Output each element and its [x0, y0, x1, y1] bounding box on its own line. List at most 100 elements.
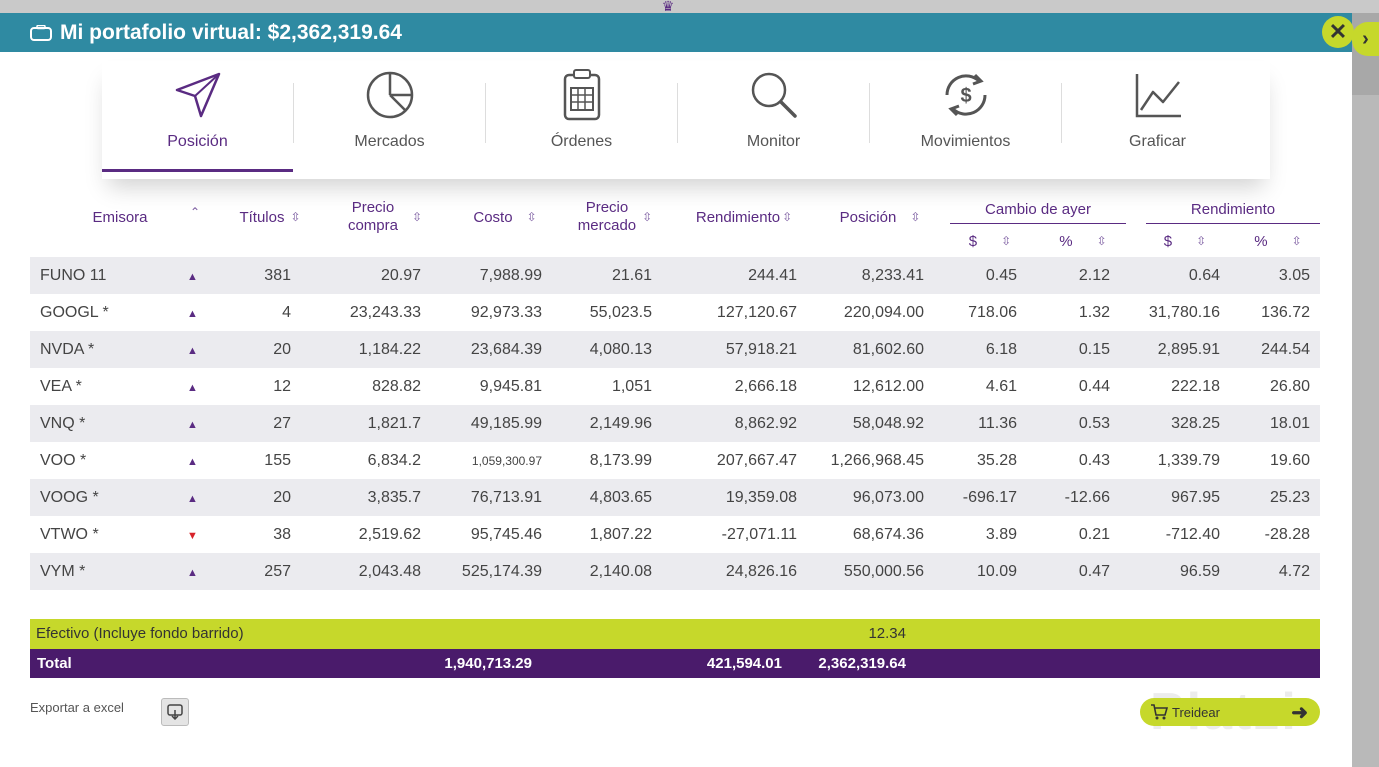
trend-up-icon: ▲	[187, 307, 198, 320]
table-row[interactable]: VEA * ▲ 12 828.82 9,945.81 1,051 2,666.18 12,61…	[30, 368, 1320, 405]
tab-divider	[293, 83, 294, 143]
table-row[interactable]: VOO * ▲ 155 6,834.2 1,059,300.97 8,173.99 207,…	[30, 442, 1320, 479]
close-button[interactable]: ✕	[1322, 16, 1354, 48]
sort-icon: ⇳	[1096, 234, 1107, 248]
col-rend-pct[interactable]: % ⇳	[1254, 232, 1302, 250]
cell-emisora: VEA *	[40, 377, 82, 395]
cell-rendimiento: 244.41	[662, 257, 807, 294]
cell-emisora: FUNO 11	[30, 257, 170, 294]
cell-titulos: 155	[264, 451, 291, 469]
cell-titulos: 20	[215, 479, 301, 516]
tab-divider	[1061, 83, 1062, 143]
col-precio-compra[interactable]: Precio compra ⇳	[347, 199, 423, 234]
cell-titulos: 12	[273, 377, 291, 395]
side-expand-button[interactable]: ›	[1352, 22, 1379, 56]
trend-up-icon: ▲	[187, 455, 198, 468]
col-rend-usd[interactable]: $ ⇳	[1163, 232, 1207, 250]
cell-cambio-usd: 10.09	[934, 553, 1027, 590]
modal-title-text: Mi portafolio virtual: $2,362,319.64	[60, 21, 402, 44]
magnifier-icon	[678, 67, 869, 123]
download-icon	[167, 704, 183, 720]
cell-precio-compra: 20.97	[301, 257, 431, 294]
cell-titulos: 257	[215, 553, 301, 590]
tab-label: Graficar	[1129, 133, 1186, 150]
table-header: Emisora ⌃ Títulos ⇳ Precio compra ⇳ Costo ⇳ …	[30, 185, 1320, 250]
tab-graficar[interactable]: Graficar	[1062, 61, 1253, 171]
cell-cambio-usd: 718.06	[968, 303, 1017, 321]
col-cambio-usd[interactable]: $ ⇳	[968, 232, 1012, 250]
tab-mercados[interactable]: Mercados	[294, 61, 485, 171]
cell-rendimiento: 57,918.21	[662, 331, 807, 368]
group-underline	[1146, 223, 1320, 224]
cell-costo: 525,174.39	[431, 553, 552, 590]
col-rendimiento[interactable]: Rendimiento ⇳	[695, 208, 793, 226]
tab-posicion[interactable]: Posición	[102, 61, 293, 172]
cell-titulos: 27	[215, 405, 301, 442]
cell-costo: 23,684.39	[431, 331, 552, 368]
cell-precio-compra: 2,519.62	[358, 525, 421, 543]
cell-titulos: 38	[273, 525, 291, 543]
cell-posicion: 58,048.92	[807, 405, 934, 442]
tab-bar: Posición Mercados Órdenes	[102, 61, 1270, 179]
cell-emisora: VOO *	[40, 451, 87, 469]
cell-rend-usd: -712.40	[1165, 525, 1220, 543]
table-row[interactable]: VTWO * ▼ 38 2,519.62 95,745.46 1,807.22 -27,07…	[30, 516, 1320, 553]
trend-up-icon: ▲	[170, 257, 215, 294]
cell-posicion: 68,674.36	[852, 525, 924, 543]
table-row[interactable]: NVDA * ▲ 20 1,184.22 23,684.39 4,080.13 57,918…	[30, 331, 1320, 368]
col-posicion[interactable]: Posición ⇳	[839, 208, 921, 226]
export-excel-button[interactable]	[161, 698, 189, 726]
cell-precio-mercado: 8,173.99	[589, 451, 652, 469]
table-row[interactable]: FUNO 11 ▲ 381 20.97 7,988.99 21.61 244.41 8,233…	[30, 257, 1320, 294]
cell-rend-pct: 4.72	[1230, 553, 1320, 590]
total-costo: 1,940,713.29	[444, 655, 532, 672]
cell-costo: 92,973.33	[470, 303, 542, 321]
col-costo[interactable]: Costo ⇳	[473, 208, 537, 226]
cell-rendimiento: 24,826.16	[662, 553, 807, 590]
tab-label: Monitor	[746, 133, 801, 150]
cell-cambio-usd: 6.18	[934, 331, 1027, 368]
cell-precio-compra: 1,821.7	[301, 405, 431, 442]
cell-rendimiento: 19,359.08	[662, 479, 807, 516]
sort-icon: ⇳	[782, 210, 793, 224]
cell-rendimiento: 127,120.67	[716, 303, 797, 321]
cell-rend-usd: 31,780.16	[1148, 303, 1220, 321]
trend-up-icon: ▲	[170, 553, 215, 590]
tab-ordenes[interactable]: Órdenes	[486, 61, 677, 171]
col-precio-mercado[interactable]: Precio mercado ⇳	[577, 199, 653, 234]
cell-rend-pct: -28.28	[1264, 525, 1310, 543]
cell-costo: 95,745.46	[470, 525, 542, 543]
cell-rendimiento: 8,862.92	[662, 405, 807, 442]
cell-rendimiento: 2,666.18	[734, 377, 797, 395]
table-row[interactable]: GOOGL * ▲ 4 23,243.33 92,973.33 55,023.5 127,1…	[30, 294, 1320, 331]
cell-cambio-usd: 0.45	[934, 257, 1027, 294]
tab-monitor[interactable]: Monitor	[678, 61, 869, 171]
cell-cambio-pct: 0.47	[1027, 553, 1120, 590]
cell-posicion: 550,000.56	[807, 553, 934, 590]
cell-precio-mercado: 2,140.08	[552, 553, 662, 590]
col-emisora[interactable]: Emisora	[92, 208, 148, 226]
cell-rend-usd: 1,339.79	[1157, 451, 1220, 469]
col-cambio-pct[interactable]: % ⇳	[1059, 232, 1107, 250]
col-titulos[interactable]: Títulos ⇳	[239, 208, 301, 226]
cell-posicion: 1,266,968.45	[830, 451, 924, 469]
cell-titulos: 4	[282, 303, 291, 321]
cell-posicion: 81,602.60	[807, 331, 934, 368]
sort-icon: ⇳	[411, 210, 423, 224]
group-cambio-ayer: Cambio de ayer	[985, 200, 1091, 218]
modal-title: Mi portafolio virtual: $2,362,319.64	[30, 13, 402, 52]
group-rendimiento: Rendimiento	[1190, 200, 1276, 218]
trade-button[interactable]: Treidear ➜	[1140, 698, 1320, 726]
cell-cambio-pct: -12.66	[1027, 479, 1120, 516]
cell-emisora: NVDA *	[30, 331, 170, 368]
tab-movimientos[interactable]: $ Movimientos	[870, 61, 1061, 171]
cell-cambio-pct: 2.12	[1027, 257, 1120, 294]
cell-rend-usd: 967.95	[1120, 479, 1230, 516]
cell-rendimiento: -27,071.11	[721, 525, 797, 543]
cart-icon	[1151, 704, 1168, 720]
table-row[interactable]: VYM * ▲ 257 2,043.48 525,174.39 2,140.08 24,82…	[30, 553, 1320, 590]
table-row[interactable]: VNQ * ▲ 27 1,821.7 49,185.99 2,149.96 8,862.92…	[30, 405, 1320, 442]
sort-icon: ⇳	[526, 210, 537, 224]
table-row[interactable]: VOOG * ▲ 20 3,835.7 76,713.91 4,803.65 19,359.…	[30, 479, 1320, 516]
sort-up-icon[interactable]: ⌃	[189, 205, 201, 219]
